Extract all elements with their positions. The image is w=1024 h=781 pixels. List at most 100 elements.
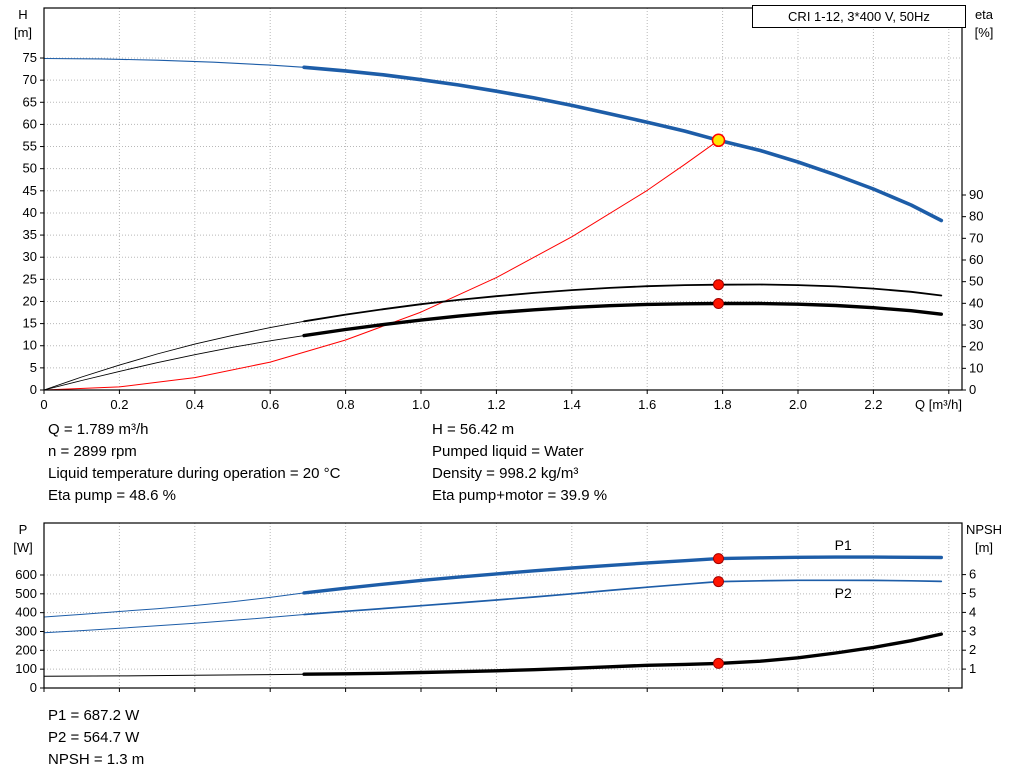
tick-label: 30 (969, 317, 983, 332)
eta-pump-motor-point (713, 298, 724, 309)
plot-frame (43, 7, 963, 391)
hq-curve (302, 65, 944, 223)
eta-pump-motor-curve (302, 301, 943, 338)
info-p2: P2 = 564.7 W (48, 729, 140, 746)
tick-label: 65 (23, 94, 37, 109)
axis-label-left: [m] (14, 25, 32, 40)
tick-label: 200 (15, 642, 37, 657)
duty-info-left-column: Q = 1.789 m³/h n = 2899 rpm Liquid tempe… (48, 419, 340, 507)
tick-label: 2.0 (789, 397, 807, 412)
eta-pump-curve-lead (43, 320, 305, 391)
tick-label: 0 (40, 397, 47, 412)
tick-label: 15 (23, 316, 37, 331)
npsh-point (713, 657, 724, 669)
tick-label: 5 (30, 360, 37, 375)
info-liquid-temperature: Liquid temperature during operation = 20… (48, 465, 341, 482)
p2-point (713, 576, 724, 588)
info-density: Density = 998.2 kg/m³ (432, 465, 579, 482)
npsh-curve (302, 632, 943, 676)
eta-pump-motor-curve-lead (43, 335, 305, 391)
tick-label: 20 (969, 339, 983, 354)
p2-curve-lead (43, 614, 305, 634)
axis-label-x: Q [m³/h] (915, 397, 962, 412)
tick-label: 10 (23, 338, 37, 353)
info-head: H = 56.42 m (432, 421, 515, 438)
tick-label: 2.2 (864, 397, 882, 412)
tick-label: 20 (23, 293, 37, 308)
axis-label-right: [m] (975, 540, 993, 555)
p1-curve (302, 555, 943, 595)
axis-label-right: NPSH (966, 522, 1002, 537)
tick-label: 35 (23, 227, 37, 242)
tick-label: 40 (23, 205, 37, 220)
axis-label-left: P (19, 522, 28, 537)
p1-curve-lead (43, 592, 305, 618)
axis-label-left: H (18, 7, 27, 22)
tick-label: 500 (15, 586, 37, 601)
tick-label: 80 (969, 209, 983, 224)
tick-label: 0.2 (110, 397, 128, 412)
tick-label: 0 (30, 382, 37, 397)
power-info-column: P1 = 687.2 W P2 = 564.7 W NPSH = 1.3 m (48, 705, 144, 771)
p2-curve (303, 579, 943, 616)
tick-label: 50 (969, 274, 983, 289)
tick-label: 6 (969, 567, 976, 582)
info-eta-pump: Eta pump = 48.6 % (48, 487, 176, 504)
tick-label: 0.6 (261, 397, 279, 412)
duty-point[interactable] (711, 133, 726, 148)
hq-curve-lead (43, 57, 305, 68)
tick-label: 25 (23, 271, 37, 286)
pump-title-box: CRI 1-12, 3*400 V, 50Hz (752, 5, 966, 28)
tick-label: 0.8 (337, 397, 355, 412)
curve-label-p2: P2 (835, 585, 852, 601)
tick-label: 400 (15, 605, 37, 620)
axis-label-right: eta (975, 7, 994, 22)
tick-label: 10 (969, 360, 983, 375)
axis-label-left: [W] (13, 540, 33, 555)
curve-label-p1: P1 (835, 537, 852, 553)
info-pumped-liquid: Pumped liquid = Water (432, 443, 584, 460)
hq-eta-chart: 0 0.2 0.4 0.6 0.8 1.0 1.2 1.4 1.6 1.8 2.0 2.2 0 5 10 15… (14, 7, 994, 412)
tick-label: 60 (969, 252, 983, 267)
tick-label: 3 (969, 623, 976, 638)
info-npsh: NPSH = 1.3 m (48, 751, 145, 768)
plot-frame (43, 522, 963, 689)
tick-label: 0 (969, 382, 976, 397)
info-eta-pump-motor: Eta pump+motor = 39.9 % (432, 487, 608, 504)
system-curve (43, 139, 719, 391)
tick-label: 45 (23, 183, 37, 198)
tick-label: 55 (23, 139, 37, 154)
tick-label: 0 (30, 680, 37, 695)
tick-label: 1 (969, 661, 976, 676)
tick-label: 5 (969, 585, 976, 600)
npsh-curve-lead (43, 673, 305, 677)
tick-label: 1.4 (563, 397, 581, 412)
tick-label: 30 (23, 249, 37, 264)
tick-label: 50 (23, 161, 37, 176)
tick-label: 1.0 (412, 397, 430, 412)
tick-label: 300 (15, 623, 37, 638)
tick-label: 70 (969, 230, 983, 245)
tick-label: 1.6 (638, 397, 656, 412)
p1-point (713, 553, 724, 565)
tick-label: 100 (15, 661, 37, 676)
duty-info-right-column: H = 56.42 m Pumped liquid = Water Densit… (432, 419, 607, 507)
eta-pump-point (713, 279, 724, 291)
tick-label: 600 (15, 567, 37, 582)
info-p1: P1 = 687.2 W (48, 707, 140, 724)
tick-label: 1.2 (487, 397, 505, 412)
tick-label: 2 (969, 642, 976, 657)
tick-label: 1.8 (714, 397, 732, 412)
tick-label: 75 (23, 50, 37, 65)
info-speed: n = 2899 rpm (48, 443, 137, 460)
tick-label: 90 (969, 187, 983, 202)
axis-label-right: [%] (975, 25, 994, 40)
tick-label: 0.4 (186, 397, 204, 412)
tick-label: 60 (23, 116, 37, 131)
info-flow: Q = 1.789 m³/h (48, 421, 149, 438)
power-npsh-chart: 0 100 200 300 400 500 600 1 2 3 4 5 6 P [W] NPSH [m] P1 P2 (13, 522, 1002, 695)
tick-label: 4 (969, 604, 976, 619)
eta-pump-curve (303, 283, 943, 323)
